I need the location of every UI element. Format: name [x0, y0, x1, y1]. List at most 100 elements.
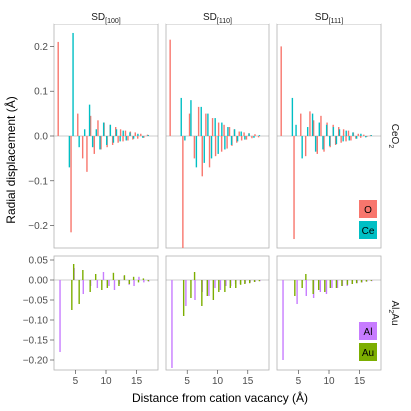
- bar-ce: [227, 127, 229, 136]
- bar-au: [329, 280, 332, 288]
- legend-key-au: [359, 343, 377, 361]
- bar-o: [312, 120, 315, 136]
- bar-o: [338, 127, 340, 136]
- bar-ce: [332, 127, 335, 136]
- panel-al2au-100: [53, 255, 159, 371]
- bar-ce: [314, 136, 317, 152]
- bar-o: [355, 136, 357, 139]
- bar-au: [244, 280, 246, 284]
- bar-o: [357, 133, 359, 136]
- facet-panels: [53, 23, 382, 371]
- legends: O Ce Al Au: [359, 200, 377, 361]
- bar-ce: [122, 130, 124, 136]
- bar-o: [334, 136, 337, 145]
- bar-o: [309, 111, 311, 136]
- bar-au: [355, 280, 358, 284]
- bar-o: [111, 136, 114, 145]
- x-tick-label: 15: [354, 376, 366, 387]
- bar-o: [240, 136, 243, 141]
- bar-ce: [236, 136, 239, 142]
- bar-al: [319, 280, 322, 292]
- bar-o: [245, 136, 248, 140]
- bar-ce: [253, 136, 255, 138]
- bar-o: [117, 136, 119, 143]
- legend-key-o: [359, 200, 377, 218]
- bar-ce: [88, 104, 91, 136]
- bar-ce: [142, 136, 144, 138]
- y-tick-label: −0.2: [28, 221, 48, 232]
- bar-au: [218, 280, 220, 292]
- bar-au: [112, 272, 115, 280]
- bar-o: [254, 134, 256, 136]
- bar-o: [316, 136, 318, 154]
- bar-au: [365, 280, 368, 282]
- bar-o: [211, 118, 214, 136]
- strip-label-main: SD: [203, 12, 217, 23]
- bar-al: [138, 276, 140, 280]
- bar-au: [78, 280, 80, 304]
- bar-o: [304, 136, 307, 157]
- bar-al: [194, 280, 196, 300]
- bar-ce: [72, 32, 74, 136]
- strip-100: [54, 6, 158, 24]
- bar-ce: [115, 129, 118, 136]
- strip-label-sub: [100]: [105, 18, 121, 25]
- bar-au: [212, 280, 215, 300]
- bar-o: [251, 136, 253, 139]
- bar-o: [280, 46, 282, 136]
- y-tick-label: 0.0: [34, 132, 48, 143]
- y-tick-label: −0.05: [23, 296, 49, 307]
- legend-label-al: Al: [364, 327, 373, 338]
- y-tick-label: −0.10: [23, 316, 49, 327]
- bar-ce: [224, 136, 226, 150]
- bar-o: [340, 136, 342, 143]
- bar-au: [351, 280, 354, 284]
- y-tick-label: −0.20: [23, 356, 49, 367]
- x-tick-label: 5: [184, 376, 190, 387]
- x-tick-label: 10: [212, 376, 224, 387]
- x-tick-label: 10: [323, 376, 335, 387]
- bar-o: [217, 122, 220, 136]
- bar-al: [336, 280, 339, 288]
- bar-o: [369, 135, 372, 136]
- legend-label-ce: Ce: [362, 226, 375, 237]
- bar-al: [102, 272, 105, 280]
- x-tick-label: 15: [131, 376, 143, 387]
- bar-ce: [190, 100, 192, 136]
- bar-au: [201, 280, 203, 306]
- bar-au: [82, 270, 84, 280]
- bar-o: [188, 113, 191, 136]
- strip-110: [166, 6, 269, 24]
- strip-label-110: SD[110]: [203, 12, 232, 25]
- bar-o: [182, 136, 184, 248]
- bar-o: [169, 39, 171, 136]
- row-strip-ceo2: CeO2: [387, 124, 400, 149]
- bar-o: [208, 136, 211, 168]
- y-axis-label: Radial displacement (Å): [3, 96, 18, 223]
- strip-label-100: SD[100]: [91, 12, 121, 25]
- bar-ce: [345, 130, 347, 136]
- bar-au: [346, 280, 349, 285]
- bar-al: [59, 280, 61, 352]
- row-strip-main: Al: [389, 300, 400, 309]
- bar-o: [70, 136, 72, 233]
- bar-al: [185, 280, 187, 306]
- panel-ceo2-110: [165, 23, 270, 249]
- bar-al: [171, 280, 173, 368]
- bar-ce: [322, 136, 324, 150]
- bar-al: [208, 280, 210, 296]
- bar-au: [142, 278, 145, 280]
- bar-ce: [221, 122, 223, 136]
- bar-o: [132, 136, 134, 140]
- bar-o: [143, 136, 145, 138]
- x-tick-label: 10: [100, 376, 112, 387]
- y-tick-label: −0.15: [23, 336, 49, 347]
- bar-o: [236, 136, 238, 143]
- bar-au: [224, 280, 226, 292]
- bar-ce: [195, 136, 198, 168]
- bar-o: [146, 134, 149, 136]
- bar-al: [219, 280, 222, 290]
- bar-au: [71, 280, 73, 310]
- bar-ce: [352, 132, 354, 136]
